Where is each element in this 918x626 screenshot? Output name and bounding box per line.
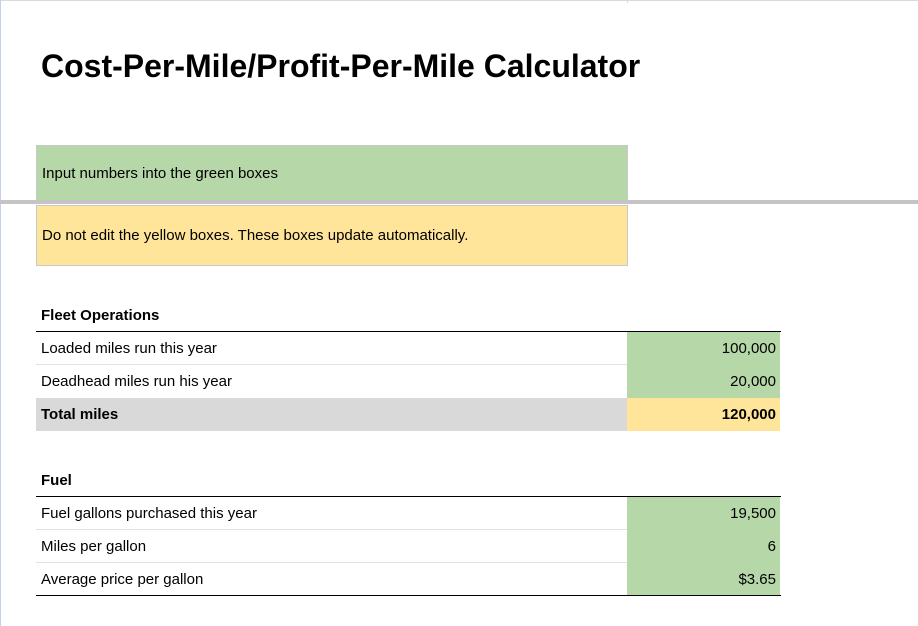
input-cell[interactable]: 6: [627, 530, 780, 563]
row-label: Miles per gallon: [41, 538, 147, 555]
row-label: Deadhead miles run his year: [41, 373, 232, 390]
total-label: Total miles: [36, 398, 627, 431]
yellow-note: Do not edit the yellow boxes. These boxe…: [36, 205, 628, 266]
input-cell[interactable]: 100,000: [627, 332, 780, 365]
grid-left: [0, 0, 1, 626]
section-heading: Fleet Operations: [41, 307, 160, 324]
frozen-divider: [0, 200, 918, 204]
grid-top: [0, 0, 918, 1]
divider: [36, 529, 627, 530]
divider: [36, 331, 781, 332]
green-note: Input numbers into the green boxes: [36, 145, 628, 201]
total-cell: 120,000: [627, 398, 780, 431]
input-cell[interactable]: 19,500: [627, 497, 780, 530]
row-label: Loaded miles run this year: [41, 340, 217, 357]
title: Cost-Per-Mile/Profit-Per-Mile Calculator: [41, 48, 641, 84]
input-cell[interactable]: $3.65: [627, 563, 780, 596]
row-label: Fuel gallons purchased this year: [41, 505, 257, 522]
grid-col: [627, 0, 628, 3]
divider: [36, 364, 627, 365]
divider: [36, 562, 627, 563]
divider: [36, 496, 781, 497]
section-heading: Fuel: [41, 472, 72, 489]
row-label: Average price per gallon: [41, 571, 204, 588]
divider: [36, 595, 781, 596]
input-cell[interactable]: 20,000: [627, 365, 780, 398]
